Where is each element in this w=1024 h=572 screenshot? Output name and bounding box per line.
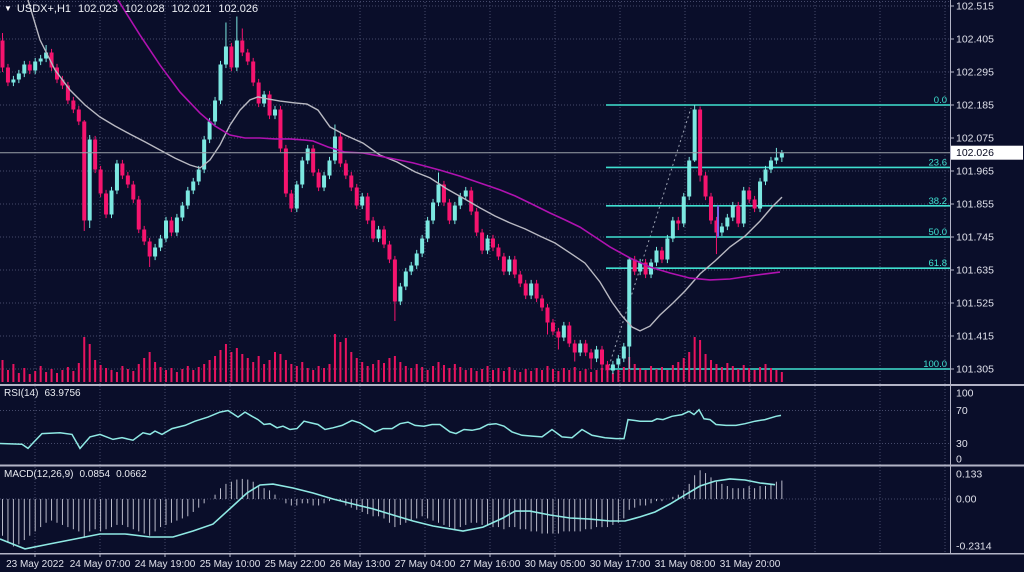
macd-main-value: 0.0854 <box>79 469 111 480</box>
rsi-axis-label: 100 <box>956 388 974 400</box>
chart-header: ▼ USDX+,H1 102.023 102.028 102.021 102.026 <box>4 3 258 15</box>
quote-open: 102.023 <box>78 3 118 15</box>
macd-name: MACD(12,26,9) <box>4 469 74 480</box>
time-axis-label: 23 May 2022 <box>6 559 64 570</box>
quote-high: 102.028 <box>124 3 165 15</box>
fib-level-label: 50.0 <box>929 227 948 238</box>
price-axis-label: 102.075 <box>956 133 994 145</box>
current-price-text: 102.026 <box>956 147 994 159</box>
time-axis-label: 31 May 08:00 <box>655 559 716 570</box>
time-axis-label: 30 May 17:00 <box>590 559 651 570</box>
price-axis-label: 102.295 <box>956 67 994 79</box>
rsi-indicator-label: RSI(14) 63.9756 <box>4 388 81 399</box>
quote-close: 102.026 <box>218 3 259 15</box>
macd-signal-value: 0.0662 <box>116 469 147 480</box>
time-axis-label: 25 May 22:00 <box>265 559 326 570</box>
price-axis-label: 102.185 <box>956 100 994 112</box>
macd-axis-label: 0.00 <box>956 494 977 506</box>
time-axis-label: 31 May 20:00 <box>720 559 781 570</box>
macd-axis-label: 0.133 <box>956 469 982 481</box>
fibonacci-retracement[interactable]: 0.0 23.6 38.2 50.0 61.8 100.0 <box>606 95 950 370</box>
price-axis-label: 101.745 <box>956 232 994 244</box>
fib-level-label: 61.8 <box>929 258 948 269</box>
price-axis-label: 101.415 <box>956 331 994 343</box>
time-axis-label: 24 May 19:00 <box>135 559 196 570</box>
price-axis-label: 102.515 <box>956 1 994 13</box>
macd-signal-line <box>0 478 776 550</box>
rsi-axis-label: 70 <box>956 405 968 417</box>
time-axis-label: 25 May 10:00 <box>200 559 261 570</box>
rsi-axis-label: 30 <box>956 438 968 450</box>
price-axis-label: 101.965 <box>956 166 994 178</box>
symbol-dropdown-icon[interactable]: ▼ <box>4 4 12 13</box>
time-axis-label: 30 May 05:00 <box>525 559 586 570</box>
price-axis-label: 101.855 <box>956 199 994 211</box>
price-axis-label: 101.305 <box>956 364 994 376</box>
candles-layer <box>0 16 784 378</box>
fib-level-label: 23.6 <box>929 157 948 168</box>
time-axis[interactable]: 23 May 2022 24 May 07:00 24 May 19:00 25 Ma… <box>6 554 781 570</box>
time-axis-label: 26 May 13:00 <box>330 559 391 570</box>
ma-slow-line <box>117 0 781 281</box>
price-axis-label: 101.525 <box>956 298 994 310</box>
quote-low: 102.021 <box>171 3 212 15</box>
current-price-badge <box>951 145 1023 160</box>
fib-level-label: 0.0 <box>934 95 947 106</box>
macd-axis-label: -0.2314 <box>956 541 992 553</box>
rsi-line <box>0 408 782 450</box>
rsi-axis-label: 0 <box>956 454 962 466</box>
fib-level-label: 100.0 <box>923 359 947 370</box>
macd-indicator-label: MACD(12,26,9) 0.0854 0.0662 <box>4 469 147 480</box>
price-axis-label: 102.405 <box>956 34 994 46</box>
price-axis-label: 101.635 <box>956 265 994 277</box>
rsi-name: RSI(14) <box>4 388 39 399</box>
volume-bars <box>1 334 783 382</box>
fib-level-label: 38.2 <box>929 196 948 207</box>
indicator-axis[interactable]: 100 70 30 0 0.133 0.00 -0.2314 <box>956 388 992 553</box>
macd-histogram <box>2 470 783 547</box>
time-axis-label: 27 May 04:00 <box>395 559 456 570</box>
panel-separators <box>0 0 1024 555</box>
symbol-period-label: USDX+,H1 <box>16 3 72 15</box>
price-axis[interactable]: 102.515 102.405 102.295 102.185 102.075 101.9… <box>950 1 1023 376</box>
time-axis-label: 27 May 16:00 <box>460 559 521 570</box>
rsi-value: 63.9756 <box>44 388 81 399</box>
time-axis-label: 24 May 07:00 <box>70 559 131 570</box>
